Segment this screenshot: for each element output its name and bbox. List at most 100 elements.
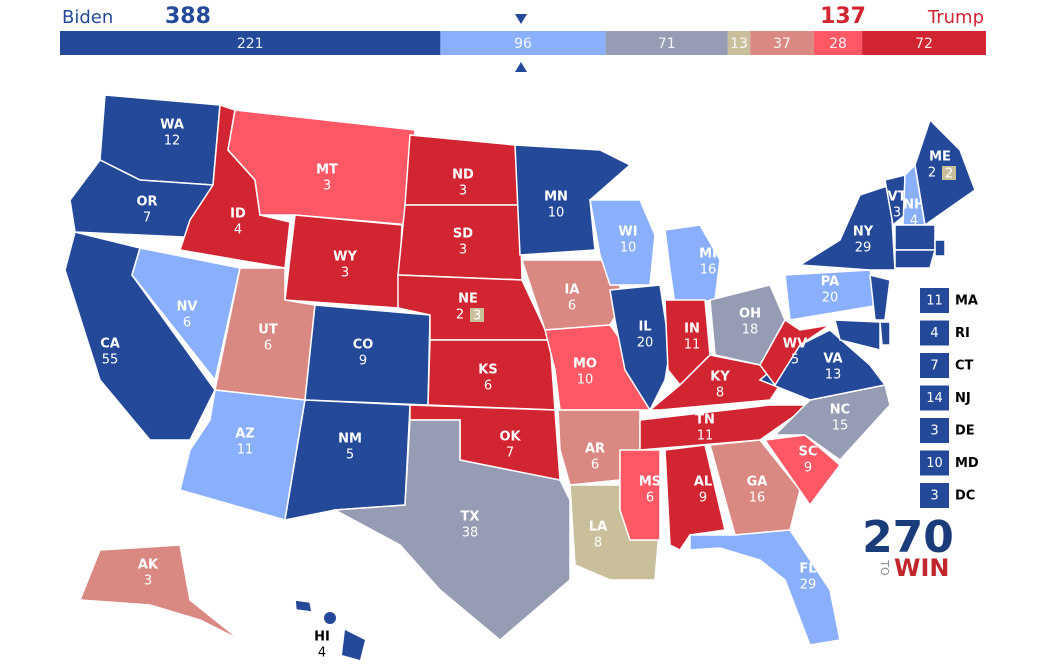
state [689,529,841,646]
ev-box-abbr: MA [955,294,978,309]
state-ev: 8 [594,536,602,551]
island [324,612,336,624]
state-ev: 9 [699,491,707,506]
state-ev: 20 [637,336,654,351]
bar-label: 71 [658,36,676,52]
state-abbr: TX [461,510,480,525]
state-ev: 4 [234,223,242,238]
state-abbr: OK [499,430,521,445]
district-box [470,308,484,322]
state-abbr: MI [699,247,717,262]
state-ev: 3 [144,574,152,589]
state [294,599,313,613]
ev-box-value: 7 [930,359,938,374]
state-abbr: FL [799,562,816,577]
state-abbr: SC [799,445,818,460]
bar-segment [605,31,728,55]
state [759,318,831,387]
state [332,419,571,641]
state-ev: 6 [646,491,654,506]
small-state-boxes: 11 MA 4 RI 7 CT 14 NJ 3 DE 10 MD 3 DC [920,288,979,508]
bar-label: 37 [773,36,791,52]
state-abbr: OH [739,307,761,322]
state-ev: 3 [893,206,901,221]
states: WA12OR7CA55NV6ID4MT3WY3UT6AZ11CO9NM5ND3S… [64,94,976,661]
state-abbr: PA [821,275,839,290]
state-ev: 4 [910,214,918,229]
ev-box-abbr: CT [955,359,974,374]
state [619,449,661,541]
state [639,404,813,451]
state-ev: 8 [716,386,724,401]
state-abbr: CA [100,337,120,352]
district-box [942,166,956,180]
state-abbr: VT [888,190,907,205]
state-ev: 5 [791,353,799,368]
state-abbr: MO [573,357,597,372]
right-total: 137 [820,4,866,29]
state-ev: 13 [825,368,842,383]
state [709,439,801,536]
state-abbr: IN [684,322,700,337]
state-abbr: GA [747,475,768,490]
state-abbr: WA [160,118,184,133]
bar-segment [440,31,606,55]
state-abbr: VA [823,352,842,367]
bar-label: 221 [237,36,264,52]
ev-box [920,450,949,476]
bar-label: 72 [915,36,933,52]
ev-box [920,320,949,346]
bar-segment [862,31,986,55]
state-abbr: KS [478,363,497,378]
state-ev: 9 [359,354,367,369]
state-ev: 6 [183,316,191,331]
logo-win: WIN [894,554,950,582]
state-ev: 10 [620,241,637,256]
state [934,239,946,257]
state [894,224,936,251]
state-abbr: IA [565,283,580,298]
state-ev: 16 [749,491,766,506]
state-abbr: WY [333,250,357,265]
state-abbr: NH [903,198,925,213]
state-abbr: LA [589,520,607,535]
state-ev: 20 [822,291,839,306]
ev-box-value: 4 [930,326,938,341]
district-ev: 3 [473,309,481,324]
state [797,183,896,271]
state-abbr: ND [452,168,474,183]
right-name: Trump [927,7,984,28]
ev-box [920,353,949,378]
state-abbr: MT [316,163,338,178]
logo-number: 270 [862,512,954,563]
state-ev: 3 [459,243,467,258]
ev-box-abbr: MD [955,456,979,471]
state-abbr: NY [853,225,874,240]
ev-box-abbr: RI [955,326,970,341]
state-ev: 6 [264,339,272,354]
ev-box-value: 11 [926,294,943,309]
ev-box [920,385,949,411]
state [78,544,241,641]
state-ev: 4 [318,646,326,661]
state-ev: 10 [577,373,594,388]
state-abbr: ME [929,150,951,165]
state [609,284,671,412]
state-abbr: SD [453,227,473,242]
bar-segment [813,31,863,55]
state-ev: 11 [697,429,714,444]
state [763,434,842,507]
district-ev: 2 [945,167,953,182]
state-abbr: HI [314,630,330,645]
state-ev: 6 [591,458,599,473]
ev-box-value: 3 [930,489,938,504]
state-abbr: NC [830,403,850,418]
state [304,304,431,406]
state-abbr: AZ [235,427,255,442]
ev-bar: 221 96 71 13 37 28 72 [60,31,986,55]
state [589,199,656,286]
state-abbr: WI [618,225,637,240]
state [131,247,241,382]
state-ev: 3 [341,266,349,281]
